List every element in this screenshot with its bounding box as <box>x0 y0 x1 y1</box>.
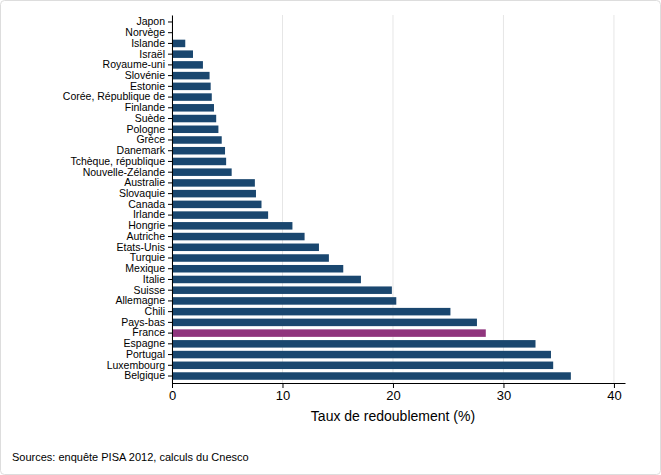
bar <box>172 340 536 348</box>
bar <box>172 265 343 273</box>
bar <box>172 115 216 123</box>
grid-line <box>503 15 504 383</box>
y-tick-mark <box>168 365 172 366</box>
y-tick-mark <box>168 43 172 44</box>
y-tick-mark <box>168 204 172 205</box>
y-tick-mark <box>168 376 172 377</box>
bar <box>172 40 185 48</box>
bar <box>172 329 486 337</box>
bar <box>172 233 305 241</box>
y-tick: Belgique <box>124 369 172 381</box>
y-tick-mark <box>168 236 172 237</box>
bar <box>172 61 203 69</box>
y-tick-mark <box>168 118 172 119</box>
y-tick-mark <box>168 247 172 248</box>
y-tick-mark <box>168 343 172 344</box>
y-tick-mark <box>168 32 172 33</box>
bar <box>172 308 450 316</box>
y-tick-mark <box>168 21 172 22</box>
y-tick-mark <box>168 290 172 291</box>
bar <box>172 83 211 91</box>
grid-line <box>613 15 614 383</box>
background <box>1 1 661 475</box>
x-tick: 0 <box>169 383 176 403</box>
y-tick-mark <box>168 86 172 87</box>
y-axis: JaponNorvègeIslandeIsraëlRoyaume-uniSlov… <box>63 15 173 383</box>
x-axis: 0 10 20 30 40 <box>169 383 626 403</box>
y-tick-mark <box>168 300 172 301</box>
y-tick-mark <box>168 64 172 65</box>
bar <box>172 244 319 252</box>
x-tick-label: 40 <box>607 388 621 403</box>
bar <box>172 126 218 134</box>
bar <box>172 362 553 370</box>
x-axis-line <box>173 383 626 384</box>
bar <box>172 319 477 327</box>
y-tick-mark <box>168 97 172 98</box>
grid <box>172 15 614 383</box>
bar <box>172 211 268 219</box>
y-axis-line <box>172 16 173 384</box>
bar <box>172 72 210 80</box>
bar <box>172 201 261 209</box>
x-tick: 10 <box>276 383 290 403</box>
y-tick-mark <box>168 311 172 312</box>
grid-line <box>392 15 393 383</box>
x-tick-label: 10 <box>276 388 290 403</box>
bar <box>172 254 329 262</box>
x-tick-label: 20 <box>386 388 400 403</box>
y-tick-label: Belgique <box>124 369 165 381</box>
y-tick-mark <box>168 161 172 162</box>
bar <box>172 168 232 176</box>
y-tick-mark <box>168 182 172 183</box>
grid-line <box>282 15 283 383</box>
y-tick-mark <box>168 354 172 355</box>
x-axis-title: Taux de redoublement (%) <box>311 408 475 424</box>
bar <box>172 372 571 380</box>
bar <box>172 222 292 230</box>
bar <box>172 286 392 294</box>
y-tick-mark <box>168 172 172 173</box>
y-tick-mark <box>168 75 172 76</box>
bar <box>172 297 396 305</box>
y-tick-mark <box>168 215 172 216</box>
bars <box>172 40 571 380</box>
bar <box>172 276 361 284</box>
y-tick-mark <box>168 129 172 130</box>
bar <box>172 190 256 198</box>
x-tick: 40 <box>607 383 621 403</box>
y-tick-mark <box>168 322 172 323</box>
bar <box>172 93 212 101</box>
plot: 0 10 20 30 40 JaponNorvègeIslandeIsraëlRoyaum… <box>63 15 626 403</box>
y-tick-mark <box>168 258 172 259</box>
bar <box>172 147 225 155</box>
bar <box>172 136 222 144</box>
bar <box>172 50 193 58</box>
chart: 0 10 20 30 40 JaponNorvègeIslandeIsraëlRoyaum… <box>0 0 661 475</box>
bar <box>172 179 255 187</box>
y-tick-mark <box>168 279 172 280</box>
y-tick-mark <box>168 193 172 194</box>
bar <box>172 158 226 166</box>
y-tick-mark <box>168 268 172 269</box>
y-tick-mark <box>168 150 172 151</box>
bar <box>172 351 551 359</box>
source-note: Sources: enquête PISA 2012, calculs du C… <box>12 451 249 463</box>
x-tick: 30 <box>497 383 511 403</box>
y-tick-mark <box>168 107 172 108</box>
bar <box>172 104 214 112</box>
y-tick-mark <box>168 139 172 140</box>
y-tick-mark <box>168 225 172 226</box>
y-tick-mark <box>168 333 172 334</box>
x-tick: 20 <box>386 383 400 403</box>
x-tick-label: 30 <box>497 388 511 403</box>
x-tick-label: 0 <box>169 388 176 403</box>
y-tick-mark <box>168 54 172 55</box>
grid-line <box>172 15 173 383</box>
